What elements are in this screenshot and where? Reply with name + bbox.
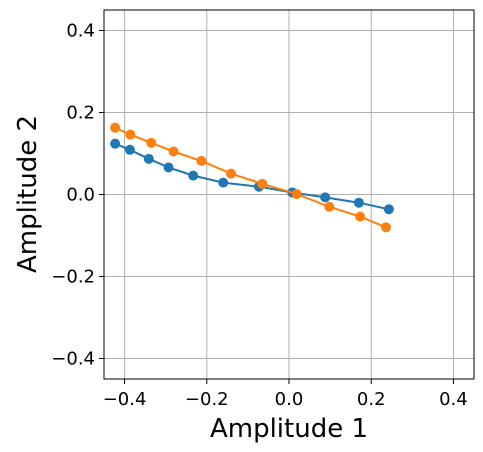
x-tick-label: 0.2: [357, 389, 386, 410]
series-1: [110, 138, 394, 215]
data-point: [146, 137, 157, 148]
data-point: [383, 204, 394, 215]
data-point: [188, 170, 199, 181]
data-point: [196, 155, 207, 166]
data-point: [168, 146, 179, 157]
x-tick-label: −0.2: [185, 389, 229, 410]
y-tick-label: −0.2: [51, 267, 95, 288]
data-point: [163, 162, 174, 173]
data-point: [353, 197, 364, 208]
data-point: [381, 222, 392, 233]
data-point: [218, 177, 229, 188]
data-point: [125, 129, 136, 140]
data-point: [143, 153, 154, 164]
data-point: [110, 138, 121, 149]
x-tick-label: −0.4: [103, 389, 147, 410]
plot-series: [110, 122, 394, 233]
x-axis-label: Amplitude 1: [210, 414, 368, 444]
series-2: [110, 122, 392, 233]
data-point: [324, 201, 335, 212]
data-point: [124, 144, 135, 155]
data-point: [291, 189, 302, 200]
y-tick-label: −0.4: [51, 349, 95, 370]
data-point: [226, 168, 237, 179]
data-point: [257, 178, 268, 189]
data-point: [320, 192, 331, 203]
data-point: [110, 122, 121, 133]
data-point: [355, 211, 366, 222]
x-tick-label: 0.4: [439, 389, 468, 410]
y-tick-label: 0.2: [66, 103, 95, 124]
series-line: [114, 142, 390, 211]
y-tick-label: 0.0: [66, 185, 95, 206]
axis-ticks: −0.4 −0.2 0.0 0.2 0.4 −0.4 −0.2 0.0 0.2 0.4: [51, 21, 467, 411]
y-axis-label: Amplitude 2: [13, 115, 43, 273]
x-tick-label: 0.0: [275, 389, 304, 410]
grid: [104, 10, 474, 379]
y-tick-label: 0.4: [66, 21, 95, 42]
